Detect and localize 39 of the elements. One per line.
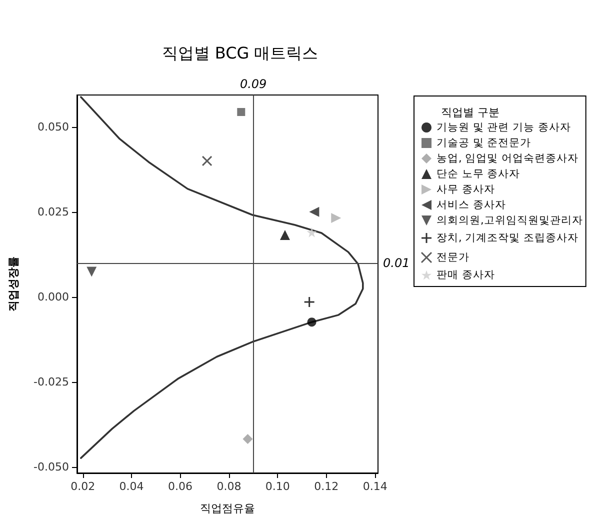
point bbox=[307, 318, 316, 327]
x-tick-label: 0.10 bbox=[265, 480, 290, 493]
legend-label: 단순 노무 종사자 bbox=[436, 168, 520, 180]
legend-label: 판매 종사자 bbox=[436, 269, 495, 281]
y-axis-title: 직업성장률 bbox=[7, 256, 20, 312]
y-tick-label: 0.050 bbox=[38, 120, 69, 134]
point bbox=[304, 296, 316, 308]
point bbox=[202, 156, 212, 166]
x-tick-label: 0.14 bbox=[362, 480, 388, 493]
x-tick-label: 0.04 bbox=[119, 480, 144, 493]
point bbox=[280, 230, 290, 240]
y-tick-label: 0.000 bbox=[38, 290, 69, 304]
chart-title: 직업별 BCG 매트릭스 bbox=[162, 44, 318, 62]
x-tick-label: 0.06 bbox=[168, 480, 193, 493]
legend-label: 장치, 기계조작및 조립종사자 bbox=[436, 232, 579, 244]
ref-line-label: 0.09 bbox=[240, 77, 267, 91]
point bbox=[331, 213, 342, 224]
legend-label: 농업, 임업및 어업숙련종사자 bbox=[436, 152, 579, 164]
y-tick-label: -0.050 bbox=[34, 460, 69, 474]
y-tick-label: -0.025 bbox=[34, 375, 69, 388]
legend-title: 직업별 구분 bbox=[441, 106, 500, 119]
legend-label: 사무 종사자 bbox=[436, 184, 495, 196]
point bbox=[309, 206, 320, 217]
x-tick-label: 0.02 bbox=[70, 480, 96, 493]
line-series bbox=[80, 96, 364, 459]
x-tick-label: 0.12 bbox=[314, 480, 339, 493]
point bbox=[242, 434, 253, 444]
legend-label: 의회의원,고위임직원및관리자 bbox=[436, 214, 583, 226]
y-tick-label: 0.025 bbox=[38, 205, 69, 218]
legend-label: 기술공 및 준전문가 bbox=[436, 137, 532, 149]
x-axis-title: 직업점유율 bbox=[200, 502, 255, 515]
point bbox=[237, 108, 246, 116]
legend-label: 전문가 bbox=[436, 252, 470, 264]
x-tick-label: 0.08 bbox=[216, 480, 242, 493]
legend-label: 서비스 종사자 bbox=[436, 199, 506, 211]
point bbox=[306, 227, 317, 238]
point bbox=[86, 266, 97, 277]
ref-line-label: 0.01 bbox=[383, 256, 410, 270]
legend-label: 기능원 및 관련 기능 종사자 bbox=[436, 122, 571, 134]
